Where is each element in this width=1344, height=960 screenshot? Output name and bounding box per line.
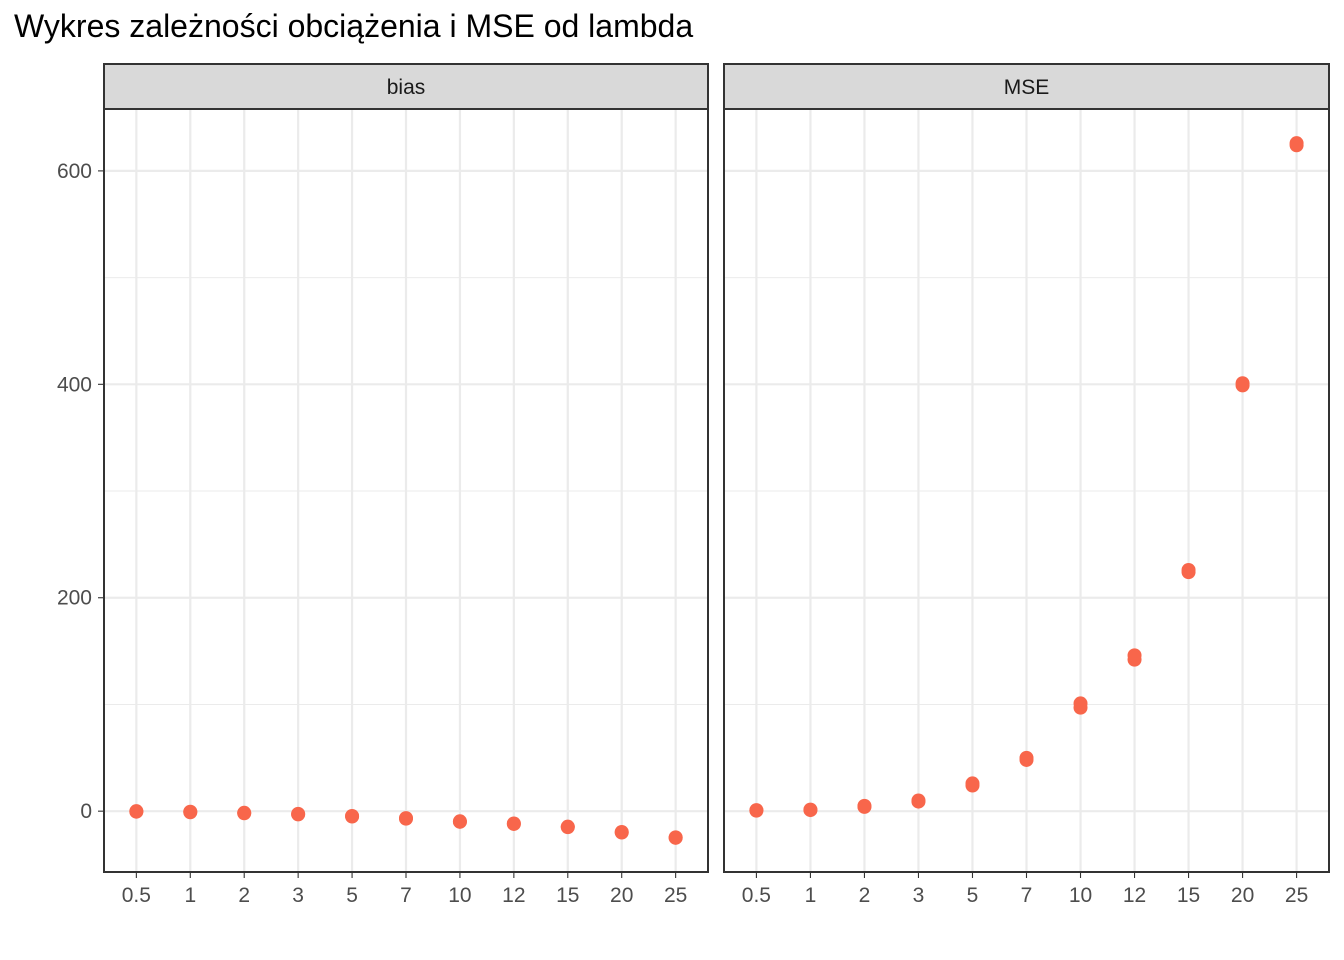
data-point (1181, 563, 1196, 578)
data-point (345, 808, 360, 823)
data-point (399, 811, 413, 826)
y-tick-label: 600 (57, 160, 92, 183)
x-tick-label: 10 (1069, 884, 1092, 907)
x-tick-label: 7 (1021, 884, 1033, 907)
y-tick-label: 200 (57, 587, 92, 610)
data-point (452, 814, 467, 829)
x-tick-label: 7 (400, 884, 412, 907)
x-tick-label: 1 (805, 884, 817, 907)
data-point (857, 798, 872, 813)
x-tick-label: 5 (967, 884, 979, 907)
facet-strip (103, 63, 709, 110)
data-point (965, 776, 980, 791)
x-tick-label: 2 (238, 884, 250, 907)
data-point (291, 806, 306, 821)
data-point (1073, 696, 1088, 711)
facet-strip-label: MSE (1004, 76, 1050, 99)
x-tick-label: 20 (1231, 884, 1254, 907)
data-point (668, 830, 683, 845)
y-tick-label: 400 (57, 373, 92, 396)
data-point (1235, 376, 1250, 391)
data-point (911, 793, 926, 808)
data-point (183, 804, 198, 819)
x-tick-label: 12 (502, 884, 525, 907)
x-tick-label: 1 (184, 884, 196, 907)
chart-title: Wykres zależności obciążenia i MSE od la… (14, 8, 694, 44)
data-point (506, 816, 521, 831)
x-tick-label: 3 (292, 884, 304, 907)
y-tick-label: 0 (80, 800, 92, 823)
facet-strip (723, 63, 1330, 110)
data-point (560, 819, 575, 834)
data-point (614, 824, 629, 839)
x-tick-label: 10 (448, 884, 471, 907)
x-tick-label: 20 (610, 884, 633, 907)
data-point (1289, 136, 1304, 151)
x-tick-label: 12 (1123, 884, 1146, 907)
data-point (749, 803, 764, 818)
data-point (1127, 648, 1142, 663)
facet-strip-label: bias (387, 76, 426, 99)
data-point (237, 805, 252, 820)
x-tick-label: 25 (1285, 884, 1308, 907)
x-tick-label: 0.5 (122, 884, 151, 907)
x-tick-label: 0.5 (742, 884, 771, 907)
data-point (1019, 750, 1034, 765)
x-tick-label: 15 (1177, 884, 1200, 907)
x-tick-label: 3 (913, 884, 925, 907)
x-tick-label: 2 (859, 884, 871, 907)
data-point (803, 802, 818, 817)
x-tick-label: 5 (346, 884, 358, 907)
x-tick-label: 25 (664, 884, 687, 907)
x-tick-label: 15 (556, 884, 579, 907)
data-point (129, 804, 144, 819)
y-axis: 0 200 400 600 (57, 160, 104, 823)
